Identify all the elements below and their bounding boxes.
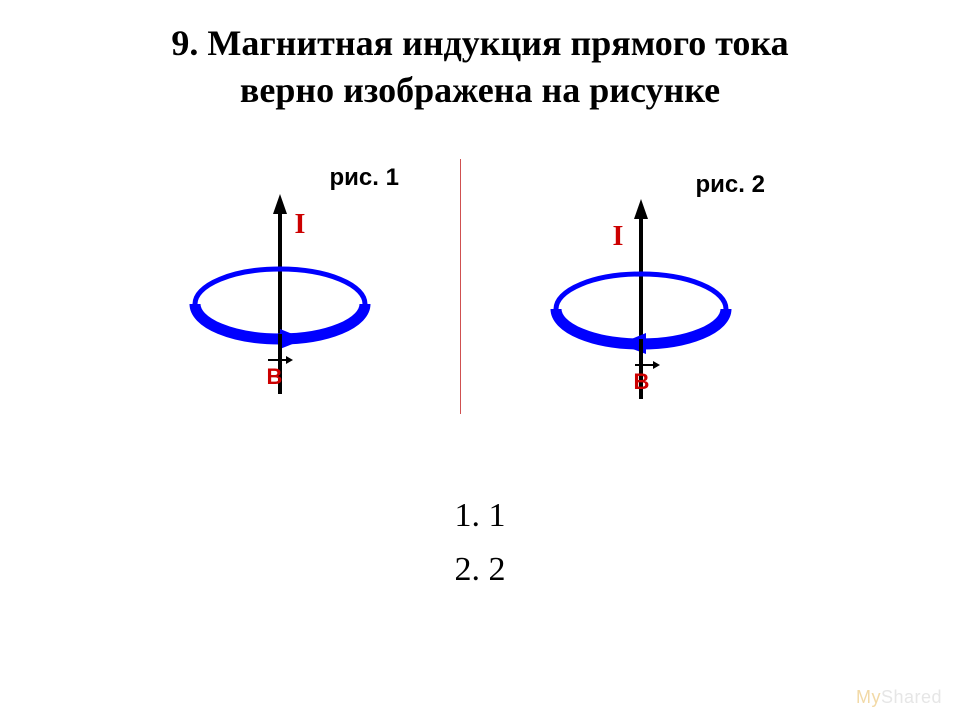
title-line-2: верно изображена на рисунке [240, 70, 720, 110]
answers-list: 1. 1 2. 2 [0, 489, 960, 598]
watermark-part-1: My [856, 687, 881, 707]
figure-2-svg [501, 159, 811, 419]
figure-1: рис. 1 I В [150, 159, 460, 419]
answer-option-2: 2. 2 [0, 543, 960, 597]
b-vector-arrow-1 [268, 356, 293, 364]
ring-arrow-1 [280, 329, 305, 349]
watermark: MyShared [856, 687, 942, 708]
diagrams-container: рис. 1 I В [0, 159, 960, 439]
current-arrowhead-2 [634, 199, 648, 219]
watermark-part-2: Shared [881, 687, 942, 707]
b-label-2: В [634, 369, 650, 395]
divider-line [460, 159, 461, 414]
b-label-1: В [267, 364, 283, 390]
b-arrow-line-2 [635, 364, 653, 366]
title-line-1: 9. Магнитная индукция прямого тока [171, 23, 788, 63]
question-title: 9. Магнитная индукция прямого тока верно… [0, 0, 960, 114]
current-arrowhead-1 [273, 194, 287, 214]
b-vector-arrow-2 [635, 361, 660, 369]
figure-1-svg [150, 159, 460, 419]
current-label-2: I [613, 221, 624, 253]
b-arrow-line-1 [268, 359, 286, 361]
b-arrow-head-2 [653, 361, 660, 369]
figure-2: рис. 2 I В [501, 159, 811, 419]
b-arrow-head-1 [286, 356, 293, 364]
current-label-1: I [295, 209, 306, 241]
answer-option-1: 1. 1 [0, 489, 960, 543]
